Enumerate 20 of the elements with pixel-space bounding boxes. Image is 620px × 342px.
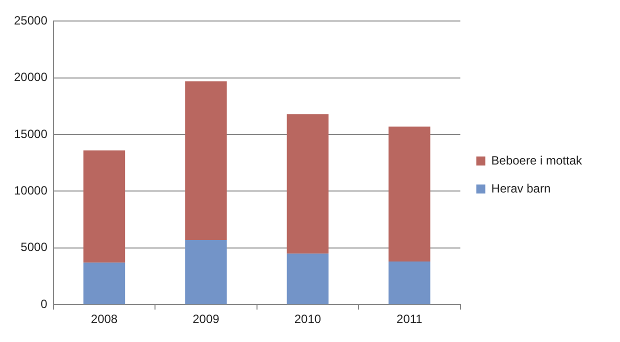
x-tick-label: 2008	[90, 312, 118, 326]
bar	[83, 262, 126, 304]
bar	[286, 254, 329, 304]
bar	[185, 81, 227, 240]
y-tick-label: 20000	[14, 70, 48, 84]
y-tick-label: 15000	[14, 126, 48, 141]
y-tick-label: 5000	[20, 240, 48, 254]
bar	[388, 126, 430, 262]
y-tick-label: 10000	[14, 184, 48, 198]
x-tick-label: 2011	[396, 312, 423, 326]
y-tick-label: 0	[40, 296, 48, 311]
legend-label: Beboere i mottak	[491, 153, 583, 168]
y-tick-label: 25000	[14, 14, 48, 28]
legend-label: Herav barn	[491, 181, 551, 196]
x-tick-label: 2010	[294, 312, 322, 326]
bar	[388, 262, 430, 304]
bar	[286, 114, 329, 254]
bar	[185, 240, 227, 304]
x-tick-label: 2009	[192, 312, 220, 326]
bar	[83, 150, 126, 263]
